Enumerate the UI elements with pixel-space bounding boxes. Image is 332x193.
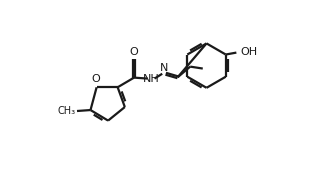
Text: NH: NH [143, 74, 159, 84]
Text: CH₃: CH₃ [58, 106, 76, 116]
Text: N: N [160, 63, 168, 73]
Text: O: O [130, 47, 138, 57]
Text: O: O [91, 74, 100, 84]
Text: OH: OH [240, 47, 257, 57]
